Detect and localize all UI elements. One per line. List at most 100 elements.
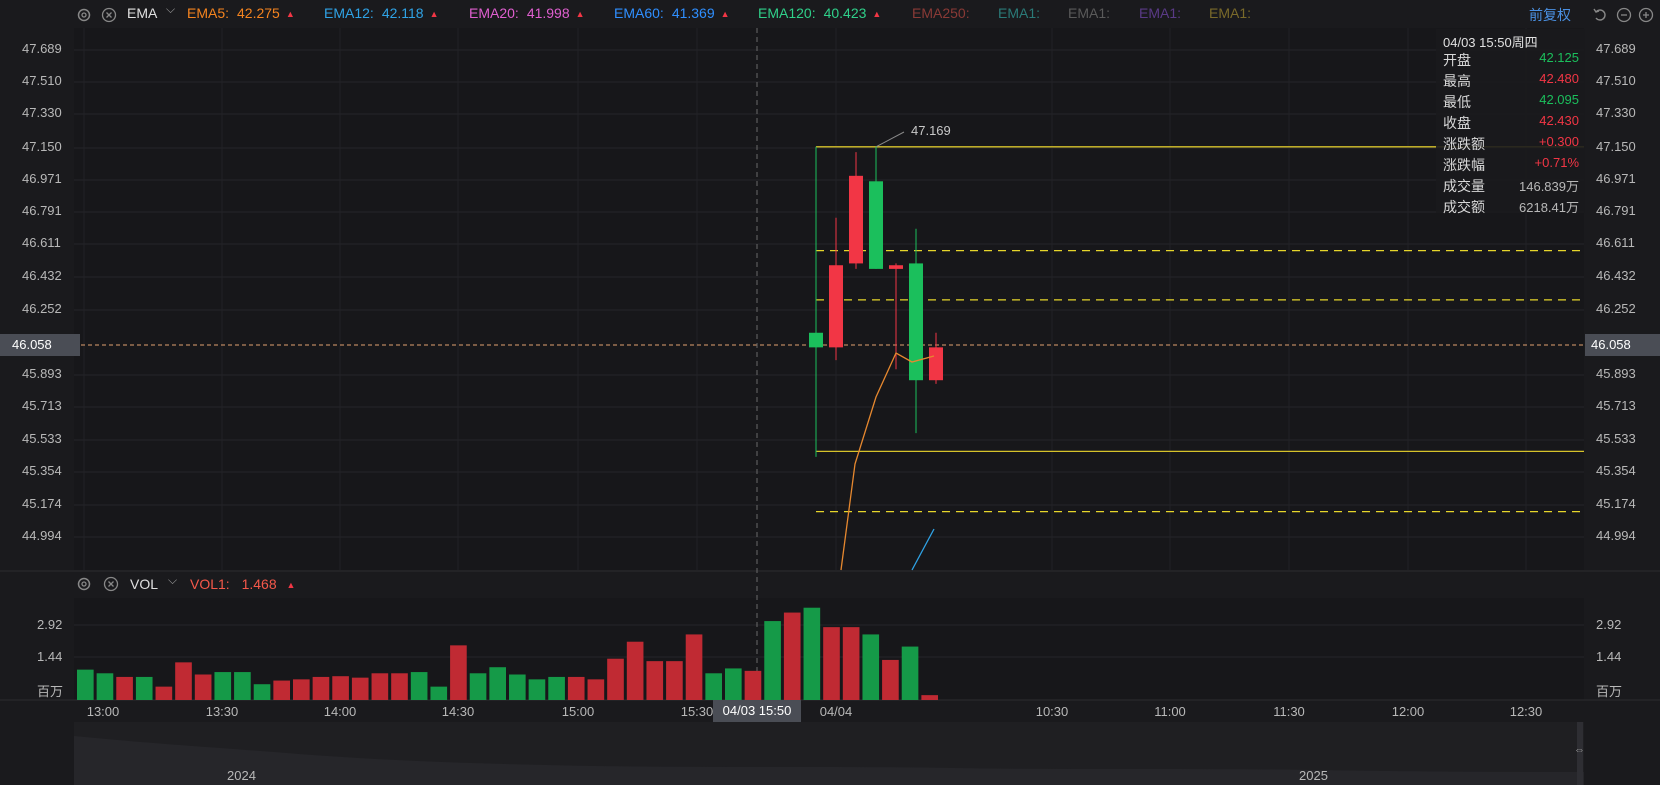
candle-body [889, 265, 903, 269]
volume-bar [410, 672, 428, 700]
volume-bar [901, 646, 919, 700]
settings-gear-icon[interactable] [76, 7, 92, 23]
volume-bar [155, 686, 173, 700]
ema-up-arrow: ▲ [575, 9, 585, 19]
info-key: 成交额 [1443, 199, 1485, 215]
ema-item-10: EMA1: [1209, 5, 1251, 21]
price-axis-label: 46.432 [22, 268, 62, 283]
volume-bar [135, 676, 153, 700]
vol-axis-tick-1-right: 2.92 [1596, 617, 1622, 632]
volume-bar [430, 686, 448, 700]
volume-bar [607, 658, 624, 700]
price-axis-label: 47.689 [22, 41, 62, 56]
price-axis-label-right: 45.174 [1596, 496, 1636, 511]
volume-bar [234, 672, 251, 700]
volume-chevron-down-icon[interactable]: ⌵ [168, 573, 178, 587]
ema12-line [911, 528, 935, 571]
volume-bar [783, 612, 801, 700]
price-axis-label-right: 45.893 [1596, 366, 1636, 381]
price-axis-label-right: 47.150 [1596, 139, 1636, 154]
volume-indicator-name[interactable]: VOL [130, 576, 159, 592]
candle-body [929, 347, 943, 381]
info-row: 最低 42.095 [1443, 92, 1579, 112]
price-axis-label: 45.354 [22, 463, 62, 478]
price-axis-label: 47.150 [22, 139, 62, 154]
zoom-in-icon[interactable] [1638, 7, 1654, 23]
volume-bar [371, 673, 389, 700]
volume-bar [567, 676, 585, 700]
price-axis-label-right: 45.533 [1596, 431, 1636, 446]
volume-bar [862, 634, 880, 700]
time-axis-label: 11:00 [1154, 704, 1186, 719]
ema-item-8: EMA1: [1068, 5, 1110, 21]
info-key: 涨跌额 [1443, 136, 1485, 152]
ema-label: EMA1: [998, 5, 1041, 21]
candle-body [869, 181, 883, 269]
info-value: 6218.41万 [1519, 200, 1579, 215]
volume-bar [489, 667, 506, 700]
ema-item-9: EMA1: [1139, 5, 1181, 21]
volume-bar [842, 627, 860, 700]
zoom-out-icon[interactable] [1616, 7, 1632, 23]
price-axis-label: 45.174 [22, 496, 62, 511]
time-axis-label: 14:30 [441, 704, 475, 719]
ema-label: EMA1: [1068, 5, 1111, 21]
info-datetime: 04/03 15:50周四 [1443, 35, 1538, 50]
price-axis-label-right: 46.611 [1596, 235, 1635, 250]
volume-close-icon[interactable] [103, 576, 119, 592]
overview-navigator[interactable]: 2024 2025 ⇔ [74, 722, 1585, 785]
volume-bar [332, 676, 349, 700]
info-key: 收盘 [1443, 115, 1471, 131]
volume-bar [194, 674, 212, 700]
ema-value: 42.275 [237, 5, 280, 21]
info-row: 成交量 146.839万 [1443, 176, 1579, 196]
indicator-name[interactable]: EMA [127, 5, 158, 21]
info-key: 涨跌幅 [1443, 157, 1485, 173]
volume-bar [725, 668, 742, 700]
price-axis-label: 44.994 [22, 528, 62, 543]
volume-bar [509, 674, 526, 700]
info-value: 146.839万 [1519, 179, 1579, 194]
current-price-tag-left: 46.058 [0, 334, 80, 356]
vol1-value: VOL1: 1.468 ▲ [190, 576, 295, 592]
vol1-number: 1.468 [241, 576, 277, 592]
volume-bar [312, 676, 330, 700]
undo-icon[interactable] [1592, 7, 1608, 23]
volume-bar [253, 684, 271, 700]
ema-up-arrow: ▲ [285, 9, 295, 19]
candle-body [829, 265, 843, 348]
info-row: 收盘 42.430 [1443, 113, 1579, 133]
volume-bar [587, 679, 605, 700]
info-value: +0.300 [1538, 134, 1579, 149]
ema-item-6: EMA250: [912, 5, 970, 21]
info-key: 开盘 [1443, 52, 1471, 68]
price-axis-label-right: 45.713 [1596, 398, 1636, 413]
current-price-tag-right: 46.058 [1585, 334, 1660, 356]
info-row: 涨跌幅 +0.71% [1443, 155, 1579, 175]
ema-item-1: EMA5: 42.275 ▲ [187, 5, 295, 21]
price-axis-label-right: 46.791 [1596, 203, 1636, 218]
price-axis-label: 45.893 [22, 366, 62, 381]
chevron-down-icon[interactable]: ⌵ [166, 2, 176, 16]
ema-label: EMA60: [614, 5, 664, 21]
close-indicator-icon[interactable] [101, 7, 117, 23]
ema5-line [840, 352, 935, 571]
price-axis-label: 47.510 [22, 73, 62, 88]
ema-item-3: EMA20: 41.998 ▲ [469, 5, 585, 21]
drag-handle-icon[interactable]: ⇔ [1574, 744, 1585, 756]
price-axis-label: 45.533 [22, 431, 62, 446]
ema-item-7: EMA1: [998, 5, 1040, 21]
vol-axis-unit-right: 百万 [1596, 684, 1623, 699]
info-value: 42.095 [1539, 92, 1579, 107]
volume-bar [626, 641, 644, 700]
time-axis-label: 12:30 [1509, 704, 1543, 719]
ema-value: 42.118 [381, 5, 424, 21]
vol-axis-tick-2-right: 1.44 [1596, 649, 1622, 664]
overview-drag-handle[interactable] [1577, 722, 1583, 785]
volume-bar [450, 645, 467, 700]
adjust-mode-button[interactable]: 前复权 [1529, 7, 1571, 23]
candle-body [909, 263, 923, 381]
volume-settings-gear-icon[interactable] [76, 576, 92, 592]
volume-bar [528, 679, 546, 700]
